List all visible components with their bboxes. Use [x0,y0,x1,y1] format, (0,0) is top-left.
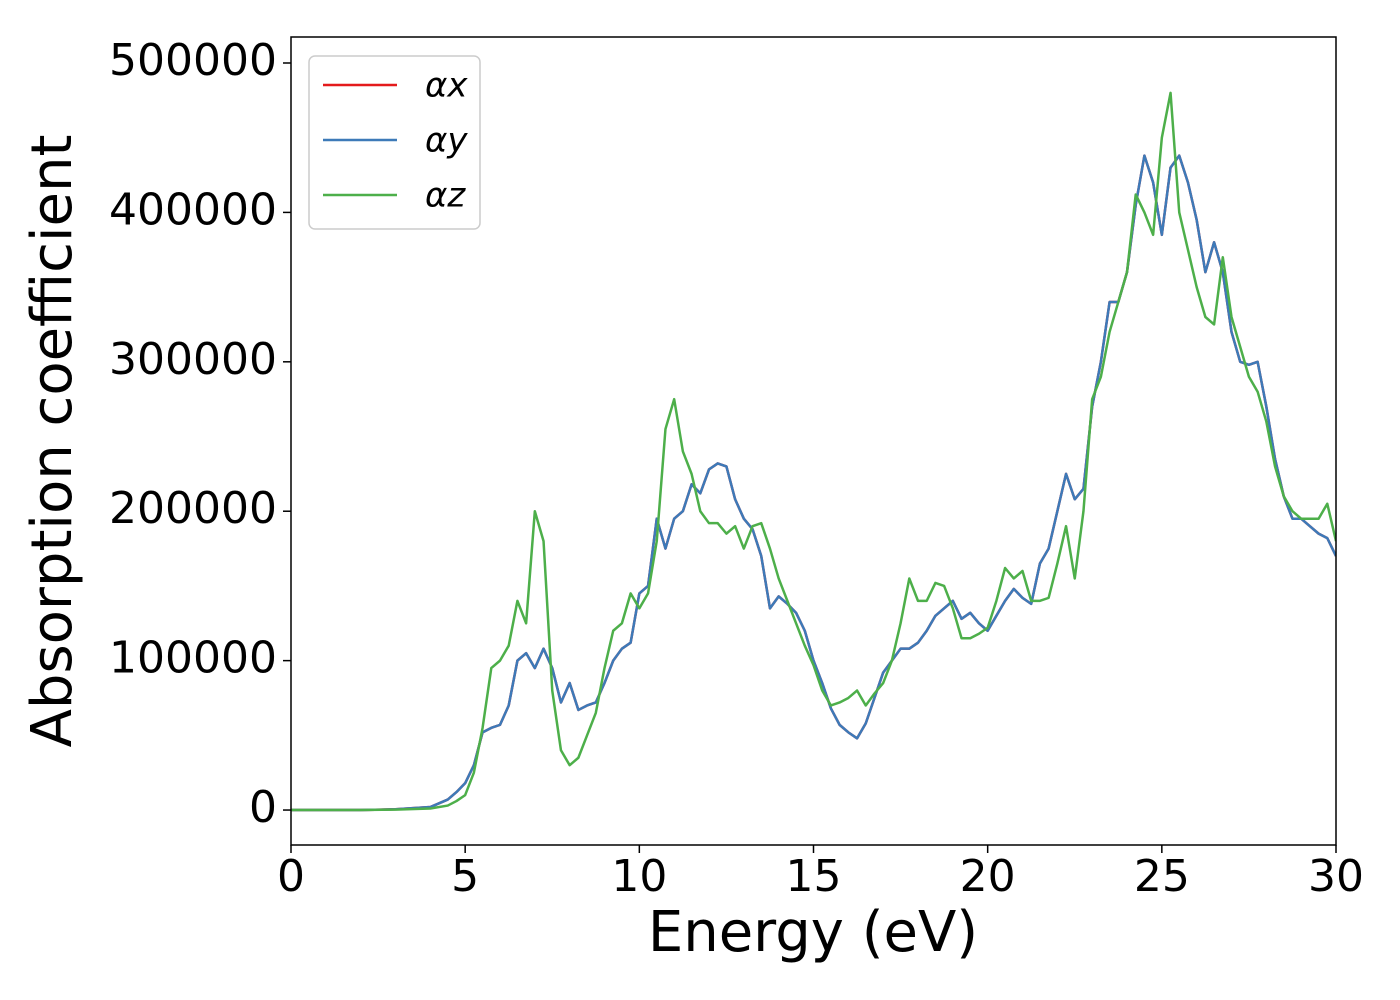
y-tick-label: 100000 [109,633,277,684]
legend-box [308,55,481,230]
y-tick-label: 500000 [109,35,277,86]
series-line [291,91,1336,812]
x-tick-label: 30 [1308,851,1364,902]
legend-label: αz [425,176,466,216]
plot-frame [290,36,1337,846]
series-line [291,154,1336,812]
x-tick-label: 10 [611,851,667,902]
y-tick-label: 300000 [109,334,277,385]
y-tick-label: 0 [249,782,277,833]
y-axis-label: Absorption coefficient [20,135,85,748]
x-tick-label: 15 [786,851,842,902]
legend-label: αx [425,66,468,106]
y-tick-label: 200000 [109,483,277,534]
x-tick-label: 25 [1134,851,1190,902]
x-tick-label: 20 [960,851,1016,902]
legend-label: αy [425,121,468,161]
x-tick-label: 5 [451,851,479,902]
series-line [291,154,1336,812]
x-tick-label: 0 [277,851,305,902]
x-axis-label: Energy (eV) [648,900,978,965]
y-tick-label: 400000 [109,184,277,235]
